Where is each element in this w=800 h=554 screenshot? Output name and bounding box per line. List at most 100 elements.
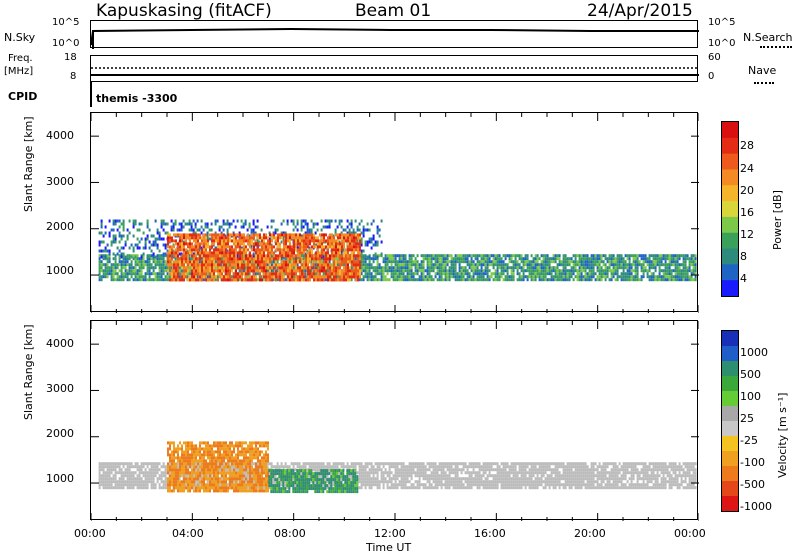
range-gate-cell: [680, 269, 683, 273]
range-gate-cell: [436, 254, 439, 258]
range-gate-cell: [217, 266, 219, 270]
range-gate-cell: [112, 275, 115, 279]
range-gate-cell: [128, 483, 131, 487]
range-gate-cell: [692, 272, 695, 276]
range-gate-cell: [370, 240, 373, 244]
range-gate-cell: [171, 275, 173, 279]
range-gate-cell: [220, 231, 223, 235]
range-gate-cell: [148, 246, 151, 250]
range-gate-cell: [402, 257, 405, 261]
range-gate-cell: [357, 260, 359, 264]
range-gate-cell: [558, 254, 561, 258]
range-gate-cell: [241, 254, 243, 258]
range-gate-cell: [414, 260, 417, 264]
range-gate-cell: [156, 263, 159, 267]
range-gate-cell: [144, 480, 147, 484]
range-gate-cell: [265, 242, 267, 246]
range-gate-cell: [576, 260, 579, 264]
range-gate-cell: [158, 477, 161, 481]
range-gate-cell: [578, 260, 581, 264]
range-gate-cell: [594, 263, 597, 267]
range-gate-cell: [178, 228, 181, 232]
range-gate-cell: [422, 254, 425, 258]
range-gate-cell: [214, 266, 217, 270]
range-gate-cell: [130, 477, 133, 481]
range-gate-cell: [418, 278, 421, 282]
range-gate-cell: [640, 269, 643, 273]
range-gate-cell: [132, 486, 135, 490]
range-gate-cell: [414, 257, 417, 261]
range-gate-cell: [622, 260, 625, 264]
range-gate-cell: [235, 254, 237, 258]
range-gate-cell: [307, 275, 309, 279]
range-gate-cell: [158, 275, 161, 279]
range-gate-cell: [357, 245, 359, 249]
range-gate-cell: [546, 266, 549, 270]
range-gate-cell: [233, 257, 235, 261]
range-gate-cell: [690, 272, 693, 276]
range-gate-cell: [195, 239, 197, 243]
range-gate-cell: [460, 269, 463, 273]
range-gate-cell: [211, 263, 213, 267]
range-gate-cell: [281, 260, 283, 264]
range-gate-cell: [179, 278, 181, 282]
range-gate-cell: [384, 260, 387, 264]
range-gate-cell: [215, 248, 217, 252]
freq-unit: [MHz]: [4, 66, 34, 77]
range-gate-cell: [275, 239, 277, 243]
range-gate-cell: [333, 236, 335, 240]
range-gate-cell: [309, 251, 311, 255]
date-label: 24/Apr/2015: [587, 1, 693, 21]
range-gate-cell: [432, 263, 435, 267]
range-gate-cell: [670, 275, 673, 279]
range-gate-cell: [598, 263, 601, 267]
range-gate-cell: [102, 254, 105, 258]
range-gate-cell: [496, 257, 499, 261]
range-gate-cell: [114, 222, 117, 226]
range-gate-cell: [596, 263, 599, 267]
range-gate-cell: [304, 272, 307, 276]
range-gate-cell: [508, 275, 511, 279]
range-gate-cell: [456, 254, 459, 258]
range-gate-cell: [124, 480, 127, 484]
range-gate-cell: [554, 272, 557, 276]
range-gate-cell: [213, 269, 215, 273]
range-gate-cell: [192, 231, 195, 235]
range-gate-cell: [506, 278, 509, 282]
range-gate-cell: [313, 239, 315, 243]
range-gate-cell: [197, 245, 199, 249]
range-gate-cell: [582, 260, 585, 264]
range-gate-cell: [378, 254, 381, 258]
range-gate-cell: [112, 269, 115, 273]
range-gate-cell: [486, 254, 489, 258]
range-gate-cell: [382, 260, 385, 264]
range-gate-cell: [302, 225, 305, 229]
range-gate-cell: [146, 266, 149, 270]
range-gate-cell: [440, 272, 443, 276]
range-gate-cell: [156, 462, 159, 466]
range-gate-cell: [230, 468, 233, 472]
range-gate-cell: [197, 239, 199, 243]
range-gate-cell: [664, 254, 667, 258]
range-gate-cell: [644, 266, 647, 270]
range-gate-cell: [552, 278, 555, 282]
range-gate-cell: [666, 263, 669, 267]
range-gate-cell: [259, 242, 261, 246]
range-gate-cell: [319, 251, 321, 255]
range-gate-cell: [173, 263, 175, 267]
range-gate-cell: [305, 236, 307, 240]
range-gate-cell: [652, 275, 655, 279]
range-gate-cell: [211, 269, 213, 273]
range-gate-cell: [170, 255, 173, 259]
range-gate-cell: [299, 239, 301, 243]
range-gate-cell: [616, 260, 619, 264]
range-gate-cell: [281, 275, 283, 279]
range-gate-cell: [156, 246, 159, 250]
range-gate-cell: [146, 462, 149, 466]
range-gate-cell: [227, 275, 229, 279]
range-gate-cell: [279, 236, 281, 240]
range-gate-cell: [540, 275, 543, 279]
range-gate-cell: [580, 278, 583, 282]
range-gate-cell: [244, 266, 247, 270]
range-gate-cell: [386, 272, 389, 276]
